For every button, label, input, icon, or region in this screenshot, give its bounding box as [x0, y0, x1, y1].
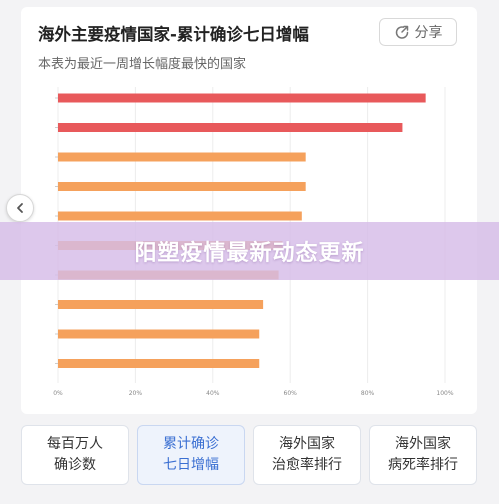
- card-title: 海外主要疫情国家-累计确诊七日增幅: [38, 25, 309, 44]
- bar: [58, 359, 260, 368]
- bar: [58, 182, 306, 191]
- tab-bar: 每百万人 确诊数 累计确诊 七日增幅 海外国家 治愈率排行 海外国家 病死率排行: [21, 425, 477, 485]
- card-subtitle: 本表为最近一周增长幅度最快的国家: [38, 57, 247, 72]
- tab-label-line2: 病死率排行: [388, 457, 458, 473]
- tab-label-line2: 治愈率排行: [272, 457, 342, 473]
- headline-banner: 阳塑疫情最新动态更新: [0, 222, 499, 280]
- x-tick-label: 0%: [53, 390, 63, 397]
- chart-card: 海外主要疫情国家-累计确诊七日增幅 本表为最近一周增长幅度最快的国家 分享 0%…: [21, 7, 477, 414]
- bar: [58, 329, 260, 339]
- bar: [58, 123, 403, 132]
- tab-fatality-rate[interactable]: 海外国家 病死率排行: [369, 425, 477, 485]
- tab-seven-day-growth[interactable]: 累计确诊 七日增幅: [137, 425, 245, 485]
- tab-label-line1: 每百万人: [47, 436, 103, 452]
- tab-per-million[interactable]: 每百万人 确诊数: [21, 425, 129, 485]
- tab-label-line1: 海外国家: [279, 436, 335, 452]
- bar: [58, 211, 302, 221]
- banner-text: 阳塑疫情最新动态更新: [134, 241, 365, 266]
- bar-chart: 0% 20% 40% 60% 80% 100%: [21, 7, 477, 414]
- prev-arrow-button[interactable]: [6, 194, 34, 222]
- share-label: 分享: [414, 25, 443, 41]
- share-button[interactable]: 分享: [379, 18, 457, 46]
- bar: [58, 93, 426, 103]
- tab-recovery-rate[interactable]: 海外国家 治愈率排行: [253, 425, 361, 485]
- share-icon: [394, 24, 410, 40]
- tab-label-line1: 海外国家: [395, 436, 451, 452]
- tab-label-line1: 累计确诊: [163, 436, 219, 452]
- bar: [58, 300, 264, 309]
- chevron-left-icon: [17, 203, 23, 213]
- x-tick-label: 80%: [361, 390, 375, 397]
- tab-label-line2: 七日增幅: [163, 457, 219, 473]
- x-tick-label: 100%: [436, 390, 453, 397]
- bar: [58, 152, 306, 162]
- x-tick-label: 60%: [284, 390, 298, 397]
- x-tick-label: 20%: [129, 390, 143, 397]
- tab-label-line2: 确诊数: [54, 457, 96, 473]
- x-tick-label: 40%: [206, 390, 220, 397]
- bar-chart-svg: 0% 20% 40% 60% 80% 100%: [53, 87, 454, 397]
